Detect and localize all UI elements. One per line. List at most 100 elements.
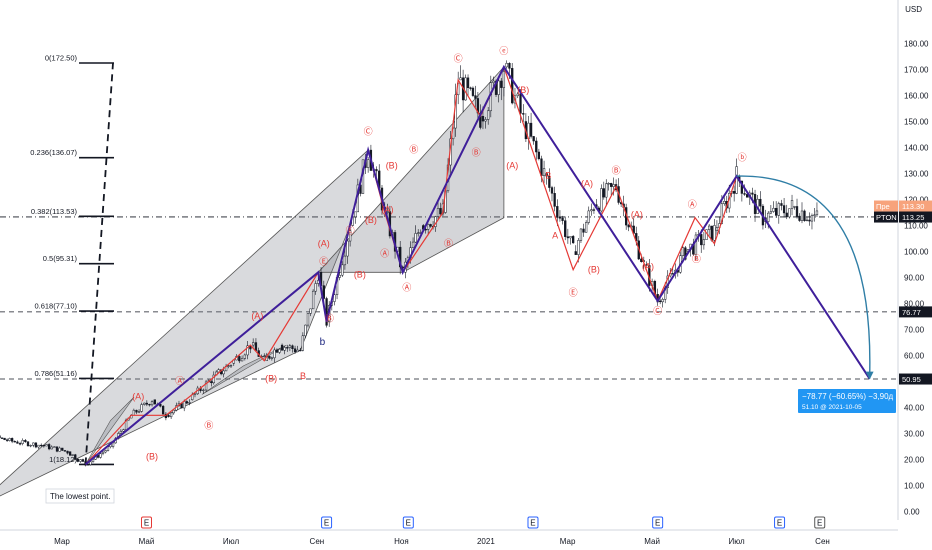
wave-label: (B) [354,270,366,280]
event-marker-icon: E [402,516,414,529]
candle-body [299,349,302,352]
candle-body [767,212,770,222]
candle-body [590,209,593,212]
candle-body [805,219,809,222]
candle-body [161,405,165,415]
candle-body [508,63,511,69]
candle-body [708,225,711,230]
channel-shape [317,65,505,273]
projection-box-bg [798,389,896,413]
candle-body [733,191,736,194]
candle-body [661,299,664,303]
candle-body [424,228,427,231]
candle-body [464,77,467,101]
candle-body [474,95,477,99]
fib-level-label: 0.236(136.07) [30,148,77,157]
wave-label: A [552,231,558,241]
wave-label: Ⓐ [175,376,184,386]
candle-body [777,203,780,216]
candle-body [263,355,266,358]
symbol-price-tag: Пре 113.30 [874,200,932,212]
candle-body [278,348,281,353]
event-marker-icon: E [814,516,826,529]
candle-body [645,264,648,266]
candle-body [537,151,541,160]
candle-body [293,348,297,353]
candle-body [605,183,608,198]
candle-body [0,437,4,439]
candle-body [584,222,588,233]
candle-body [286,347,289,349]
candle-body [602,188,605,198]
wave-label: Ⓐ [402,283,411,293]
fib-level-label: 0.382(113.53) [31,207,78,216]
candle-body [252,342,255,346]
symbol-value-text: 113.25 [902,213,924,222]
candle-body [417,232,420,234]
candle-body [612,184,615,187]
candle-body [375,169,378,172]
candle-body [273,349,276,359]
candle-body [301,335,304,351]
candle-body [34,442,38,448]
candle-body [37,444,40,448]
candle-body [210,381,213,384]
candle-body [5,439,9,441]
candle-body [238,356,241,362]
wave-label: Ⓑ [204,420,213,430]
candle-body [459,77,462,81]
level-price-tag: 76.77 [899,306,932,318]
wave-label: (A) [581,179,593,189]
candle-body [798,215,801,221]
candle-body [322,285,325,299]
price-tick-label: 140.00 [904,144,929,153]
event-marker-icon: E [527,516,539,529]
wave-label: b [320,337,326,348]
candle-body [86,464,90,466]
wave-label: (B) [588,264,600,274]
level-price-tag: 50.95 [899,373,932,385]
candle-body [702,239,706,246]
event-marker-letter: E [655,519,660,528]
time-tick-label: Мар [560,537,576,546]
candle-body [227,365,230,367]
candle-body [104,450,107,453]
wave-label: Ⓑ [612,166,621,176]
candle-body [414,233,417,243]
candle-body [710,225,713,241]
candle-body [532,136,535,142]
candle-body [212,374,215,384]
candle-body [577,240,580,255]
channel-shape [85,396,135,465]
candle-body [243,354,247,359]
price-tick-label: 170.00 [904,66,929,75]
candle-body [427,224,430,230]
price-tick-label: 70.00 [904,326,925,335]
wave-line [503,66,738,303]
candle-body [74,454,77,460]
candle-body [283,347,286,351]
time-tick-label: Июл [728,537,745,546]
wave-label: ⓔ [499,46,508,56]
channel-shape [201,344,287,395]
candle-body [341,264,344,276]
candle-body [16,441,19,444]
candle-body [700,234,703,246]
wave-label: Ⓑ [692,254,701,264]
price-tick-label: 110.00 [904,222,928,231]
candle-body [561,217,564,221]
candle-body [79,459,82,462]
candle-body [723,201,726,204]
level-tag-text: 76.77 [902,308,921,317]
wave-line [85,271,319,465]
candle-body [775,207,778,216]
candle-body [26,441,30,447]
time-tick-label: Май [139,537,155,546]
candle-body [436,208,440,217]
candle-body [148,403,151,406]
wave-label: (B) [365,215,377,225]
candle-body [66,450,69,454]
fib-level-label: 0.618(77.10) [34,302,77,311]
candle-body [311,290,315,310]
